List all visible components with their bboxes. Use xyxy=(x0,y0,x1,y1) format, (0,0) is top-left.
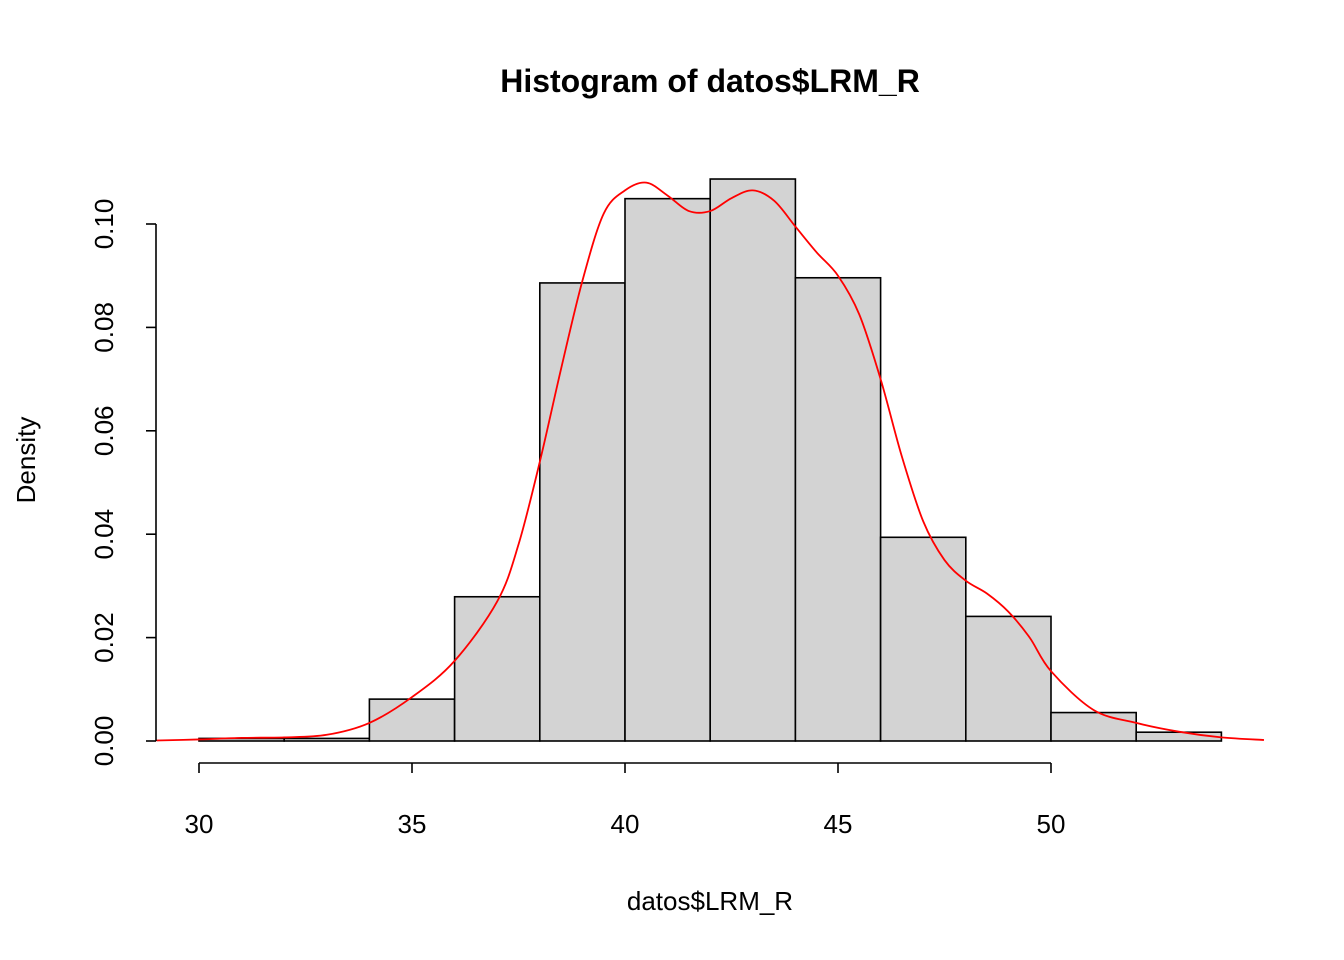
y-tick-label: 0.08 xyxy=(89,302,119,353)
x-tick-label: 45 xyxy=(824,809,853,839)
density-curve-line xyxy=(156,181,1265,742)
y-tick-label: 0.04 xyxy=(89,509,119,560)
histogram-bar xyxy=(879,536,967,742)
y-tick-label: 0.02 xyxy=(89,612,119,663)
y-axis-label: Density xyxy=(11,417,41,504)
histogram-bar xyxy=(624,197,711,742)
histogram-bar xyxy=(283,737,371,742)
y-tick-label: 0.00 xyxy=(89,716,119,767)
density-curve-group xyxy=(156,181,1265,742)
y-tick-label: 0.06 xyxy=(89,405,119,456)
histogram-bar xyxy=(368,698,456,742)
x-tick-label: 50 xyxy=(1037,809,1066,839)
x-tick-label: 30 xyxy=(185,809,214,839)
x-axis-label: datos$LRM_R xyxy=(627,886,793,916)
bars-group xyxy=(198,178,1223,742)
histogram-bar xyxy=(964,615,1052,742)
histogram-bar xyxy=(794,276,882,742)
histogram-bar xyxy=(709,178,797,742)
y-tick-label: 0.10 xyxy=(89,199,119,250)
y-axis: 0.00 0.02 0.04 0.06 0.08 0.10 xyxy=(89,199,157,767)
histogram-bar xyxy=(1050,711,1137,742)
x-tick-label: 40 xyxy=(611,809,640,839)
x-tick-label: 35 xyxy=(398,809,427,839)
histogram-bar xyxy=(453,595,541,742)
x-axis: 30 35 40 45 50 xyxy=(185,762,1066,839)
chart-title: Histogram of datos$LRM_R xyxy=(500,63,920,99)
histogram-bar xyxy=(538,282,626,742)
